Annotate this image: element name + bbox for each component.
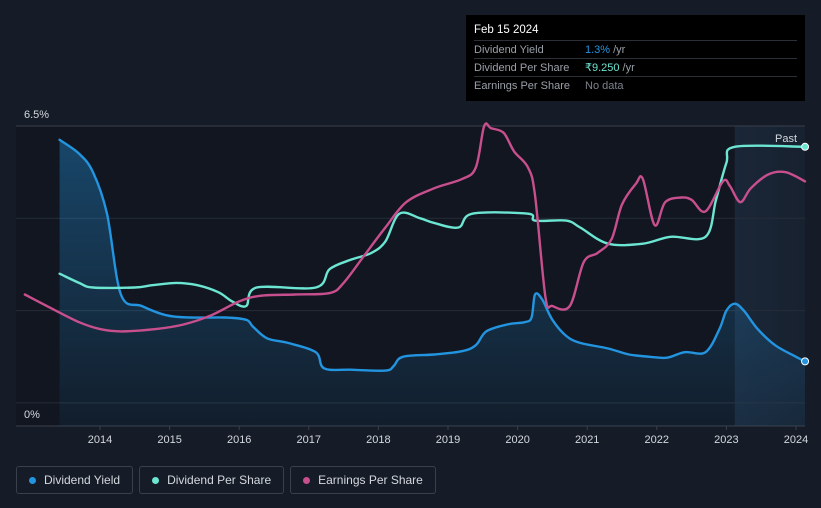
tooltip-unit: /yr [622,61,635,74]
x-tick-label: 2019 [436,434,460,446]
tooltip-value: No data [585,79,624,92]
legend-dot-icon [29,476,36,484]
legend-dividend-yield[interactable]: Dividend Yield [16,466,134,494]
y-axis: 6.5% 0% [24,109,49,421]
x-tick-label: 2016 [227,434,251,446]
tooltip-label: Earnings Per Share [474,79,570,92]
series-line-dividend-yield [58,138,807,372]
tooltip: Feb 15 2024 Dividend Yield 1.3% /yr Divi… [466,15,805,101]
tooltip-row-earnings-per-share: Earnings Per Share No data [474,76,797,94]
x-axis: 2014 2015 2016 2017 2018 2019 2020 2021 2022 2023… [88,426,808,446]
tooltip-unit: /yr [613,43,626,56]
legend: Dividend Yield Dividend Per Share Earnin… [16,466,436,494]
legend-label: Earnings Per Share [318,473,423,487]
x-tick-label: 2023 [714,434,738,446]
tooltip-value: 1.3% [585,43,611,56]
legend-dividend-per-share[interactable]: Dividend Per Share [139,466,285,494]
x-tick-label: 2018 [366,434,390,446]
series-line-earnings-per-share [23,122,807,333]
legend-label: Dividend Per Share [167,473,272,487]
series-end-marker-dividend-per-share [801,142,810,151]
legend-label: Dividend Yield [44,473,121,487]
tooltip-label: Dividend Per Share [474,61,570,74]
x-tick-label: 2020 [505,434,529,446]
x-tick-label: 2021 [575,434,599,446]
y-tick-label-bottom: 0% [24,409,40,421]
tooltip-date: Feb 15 2024 [474,24,539,36]
x-tick-label: 2014 [88,434,112,446]
y-tick-label-top: 6.5% [24,109,49,121]
x-tick-label: 2017 [297,434,321,446]
series-lines [23,122,807,372]
tooltip-row-dividend-yield: Dividend Yield 1.3% /yr [474,40,797,58]
x-tick-label: 2015 [157,434,181,446]
past-label: Past [775,133,797,145]
tooltip-row-dividend-per-share: Dividend Per Share ₹9.250 /yr [474,58,797,76]
series-area-dividend-yield [59,139,806,427]
x-tick-label: 2024 [784,434,808,446]
tooltip-label: Dividend Yield [474,43,544,56]
series-markers [801,142,810,366]
x-tick-label: 2022 [645,434,669,446]
legend-earnings-per-share[interactable]: Earnings Per Share [290,466,436,494]
series-line-dividend-per-share [58,144,807,308]
series-end-marker-dividend-yield [801,357,810,366]
series-areas [59,139,806,427]
legend-dot-icon [303,476,311,484]
tooltip-value: ₹9.250 [585,62,620,74]
legend-dot-icon [152,476,160,484]
